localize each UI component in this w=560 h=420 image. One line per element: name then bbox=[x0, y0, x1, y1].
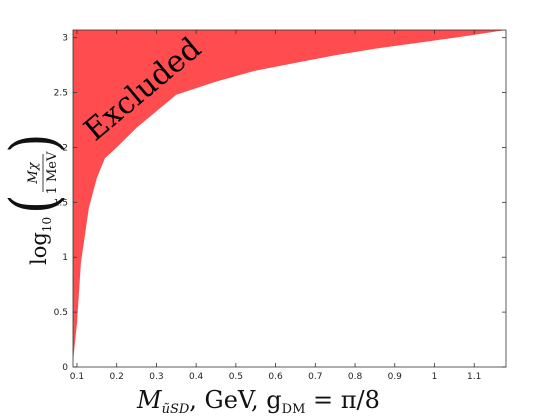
y-tick-label: 1 bbox=[62, 253, 68, 263]
x-tick-label: 0.8 bbox=[348, 372, 363, 382]
x-tick-label: 0.2 bbox=[110, 372, 124, 382]
y-tick-label: 0.5 bbox=[54, 308, 68, 318]
y-axis-log-base: 10 bbox=[40, 217, 54, 232]
y-tick-label: 1.5 bbox=[54, 198, 68, 208]
x-tick-label: 0.9 bbox=[388, 372, 403, 382]
x-axis-text: , GeV, g bbox=[189, 386, 281, 414]
x-tick-label: 0.4 bbox=[189, 372, 204, 382]
plot-frame bbox=[72, 29, 507, 368]
y-axis-right-paren: ) bbox=[0, 133, 70, 153]
x-tick-label: 0.3 bbox=[149, 372, 163, 382]
y-tick-label: 2 bbox=[62, 143, 68, 153]
x-tick-label: 0.1 bbox=[70, 372, 84, 382]
x-axis-coupling-value: = π/8 bbox=[305, 386, 380, 414]
excluded-region bbox=[73, 30, 506, 362]
y-tick-label: 0 bbox=[62, 363, 68, 373]
y-axis-title: log10 ( Mχ 1 MeV ) bbox=[0, 133, 70, 265]
y-tick-label: 2.5 bbox=[54, 89, 68, 99]
x-tick-label: 0.6 bbox=[268, 372, 283, 382]
y-axis-denominator: 1 MeV bbox=[45, 151, 60, 194]
x-tick-label: 0.5 bbox=[229, 372, 243, 382]
x-axis-coupling-subscript: DM bbox=[282, 402, 306, 417]
x-tick-label: 0.7 bbox=[308, 372, 322, 382]
y-axis: 0 0.5 1 1.5 2 2.5 3 bbox=[54, 34, 506, 373]
x-axis-title: MũSD, GeV, gDM = π/8 bbox=[136, 386, 380, 417]
y-axis-log: log10 bbox=[27, 217, 54, 265]
y-axis-numerator: Mχ bbox=[26, 161, 41, 184]
x-axis-mass-subscript: ũSD bbox=[162, 402, 190, 417]
x-tick-label: 1.1 bbox=[467, 372, 481, 382]
x-axis: 0.1 0.2 0.3 0.4 0.5 0.6 0.7 0.8 0.9 1 1.1 bbox=[70, 30, 481, 382]
y-tick-label: 3 bbox=[62, 34, 68, 44]
y-axis-left-paren: ( bbox=[0, 194, 70, 214]
x-tick-label: 1 bbox=[432, 372, 438, 382]
y-axis-log-func: log bbox=[27, 232, 51, 265]
x-axis-mass-symbol: M bbox=[136, 386, 163, 414]
